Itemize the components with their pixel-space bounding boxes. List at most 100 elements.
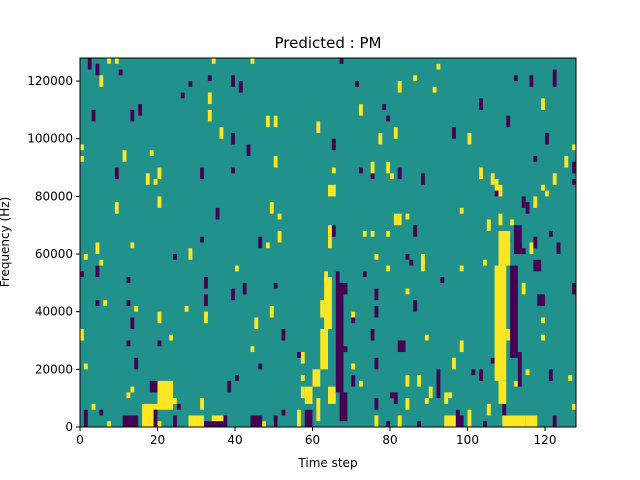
heatmap-cell	[122, 150, 127, 162]
heatmap-cell	[269, 202, 274, 214]
heatmap-cell-high	[486, 403, 491, 416]
heatmap-cell	[130, 109, 135, 122]
heatmap-cell-high	[374, 415, 379, 427]
heatmap-cell	[328, 236, 332, 249]
heatmap-cell-high	[494, 265, 507, 381]
heatmap-cell	[355, 81, 359, 87]
heatmap-cell	[541, 317, 545, 324]
heatmap-cell	[130, 317, 135, 329]
heatmap-cell	[479, 369, 483, 381]
heatmap-cell-low	[537, 294, 545, 306]
heatmap-cell	[374, 288, 379, 301]
heatmap-cell-high	[157, 421, 162, 427]
heatmap-cell-low	[572, 282, 576, 295]
heatmap-cell	[266, 115, 270, 128]
heatmap-cell-high	[444, 415, 456, 427]
heatmap-cell	[390, 392, 394, 399]
heatmap-cell	[514, 380, 518, 387]
heatmap-cell	[273, 156, 278, 168]
heatmap-cell	[467, 132, 472, 145]
heatmap-cell	[502, 403, 507, 416]
chart-title: Predicted : PM	[275, 34, 382, 52]
heatmap-cell	[157, 196, 162, 208]
heatmap-cell-low	[153, 409, 158, 427]
heatmap-cell-high	[320, 300, 325, 318]
heatmap-cell	[300, 375, 305, 381]
heatmap-cell	[382, 104, 387, 110]
heatmap-cell	[99, 259, 104, 266]
x-tick-label: 100	[456, 433, 479, 447]
heatmap-cell-low	[397, 340, 406, 353]
heatmap-cell	[153, 403, 158, 410]
heatmap-cell	[80, 328, 84, 341]
heatmap-cell-low	[304, 409, 313, 427]
heatmap-cell	[173, 254, 177, 260]
heatmap-cell	[386, 265, 390, 272]
heatmap-cell	[300, 352, 305, 364]
heatmap-cell	[188, 81, 193, 87]
heatmap-cell	[444, 392, 449, 404]
heatmap-cell	[204, 277, 208, 289]
heatmap-cell	[95, 242, 100, 255]
heatmap-cell	[130, 242, 135, 249]
heatmap-cell	[459, 340, 464, 353]
heatmap-cell	[269, 305, 274, 318]
heatmap-cell	[448, 392, 452, 399]
heatmap-cell-low	[455, 415, 464, 427]
heatmap-cell-low	[510, 265, 518, 358]
heatmap-cell-high	[142, 403, 154, 427]
heatmap-cell	[521, 282, 526, 295]
x-tick-label: 20	[150, 433, 165, 447]
heatmap-cell	[254, 317, 259, 329]
heatmap-cell	[83, 363, 88, 370]
heatmap-cell-low	[572, 161, 576, 174]
heatmap-cell	[157, 340, 162, 347]
axes-frame	[79, 57, 577, 428]
heatmap-cell-high	[397, 415, 402, 427]
heatmap-cell	[498, 184, 503, 197]
heatmap-cell	[417, 421, 421, 427]
heatmap-cell	[95, 300, 100, 306]
heatmap-cell	[80, 144, 84, 151]
heatmap-cell	[277, 230, 282, 243]
heatmap-cell	[138, 104, 142, 116]
heatmap-cell	[370, 161, 375, 174]
y-tick-label: 100000	[27, 132, 73, 146]
heatmap-cell	[215, 207, 220, 220]
heatmap-cell	[486, 219, 491, 231]
heatmap-cell	[556, 242, 561, 255]
heatmap-cell	[548, 230, 553, 237]
y-tick-label: 80000	[35, 189, 73, 203]
heatmap-cell	[262, 421, 266, 427]
x-tick-label: 0	[76, 433, 84, 447]
heatmap-cell	[184, 305, 189, 312]
heatmap-cell	[459, 207, 464, 214]
heatmap-cell	[153, 179, 158, 185]
heatmap-cell-low	[517, 352, 522, 387]
heatmap-cell-low	[514, 225, 522, 255]
heatmap-cell	[331, 138, 336, 151]
heatmap-cell-high	[529, 242, 534, 255]
heatmap-cell	[258, 363, 263, 370]
heatmap-cell	[405, 288, 410, 295]
heatmap-cell	[114, 58, 119, 64]
heatmap-cell	[145, 173, 150, 185]
heatmap-cell	[572, 144, 576, 151]
heatmap-cell	[91, 109, 96, 122]
heatmap-cell	[351, 311, 356, 318]
heatmap-cell-low	[173, 415, 177, 427]
heatmap-cell	[545, 132, 549, 145]
heatmap-cell	[331, 167, 336, 174]
heatmap-cell	[130, 386, 135, 393]
heatmap-cell	[83, 254, 88, 260]
heatmap-cell	[572, 179, 576, 185]
heatmap-cell	[207, 92, 212, 105]
heatmap-cell-high	[157, 380, 173, 410]
heatmap-cell	[331, 225, 336, 237]
heatmap-cell	[95, 265, 100, 278]
y-tick-label: 60000	[35, 247, 73, 261]
heatmap-cell	[335, 271, 340, 283]
heatmap-cell	[525, 202, 530, 214]
heatmap-cell-high	[320, 328, 328, 370]
